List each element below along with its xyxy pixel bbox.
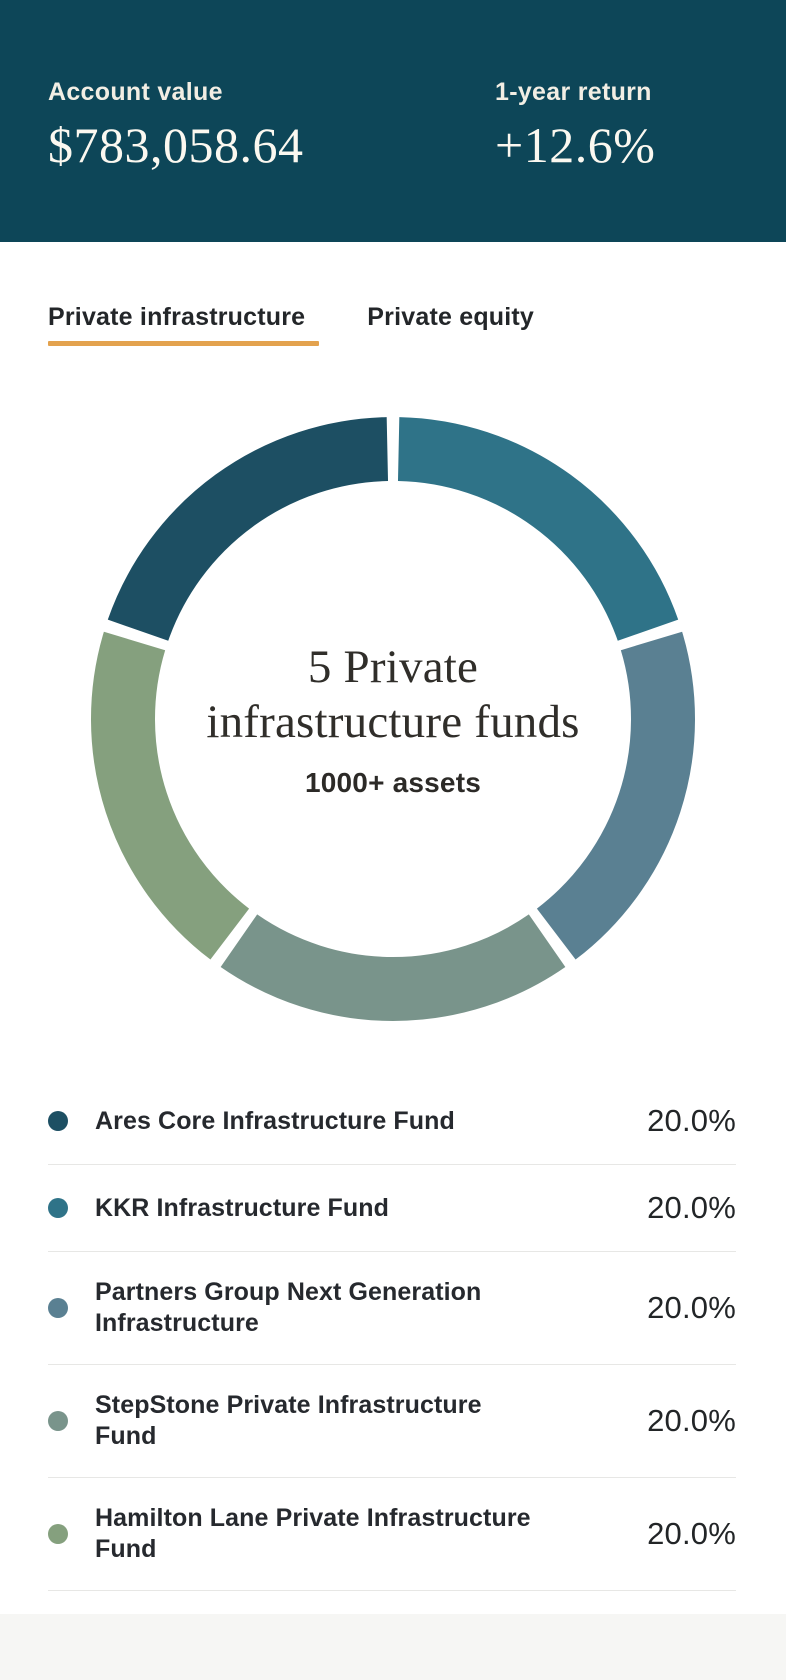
inactive-tab-underline bbox=[367, 341, 548, 346]
fund-allocation-percent: 20.0% bbox=[647, 1190, 736, 1225]
allocation-donut-chart bbox=[83, 409, 703, 1029]
tab-private-equity[interactable]: Private equity bbox=[367, 300, 534, 346]
donut-chart-svg bbox=[91, 417, 695, 1021]
fund-color-dot bbox=[48, 1298, 68, 1318]
one-year-return-value: +12.6% bbox=[495, 117, 656, 173]
active-tab-underline bbox=[48, 341, 320, 346]
fund-allocation-percent: 20.0% bbox=[647, 1290, 736, 1325]
account-value-label: Account value bbox=[48, 78, 223, 106]
fund-name: StepStone Private Infrastructure Fund bbox=[95, 1391, 482, 1450]
donut-segment-0 bbox=[107, 417, 389, 642]
fund-name: Ares Core Infrastructure Fund bbox=[95, 1106, 455, 1135]
asset-class-tabs: Private infrastructure Private equity bbox=[48, 300, 534, 346]
account-summary-header: Account value $783,058.64 1-year return … bbox=[0, 0, 786, 242]
fund-name: KKR Infrastructure Fund bbox=[95, 1193, 389, 1222]
fund-row-3[interactable]: StepStone Private Infrastructure Fund 20.… bbox=[48, 1365, 736, 1478]
fund-row-0[interactable]: Ares Core Infrastructure Fund 20.0% bbox=[48, 1078, 736, 1165]
fund-color-dot bbox=[48, 1198, 68, 1218]
bottom-sheet-area bbox=[0, 1614, 786, 1680]
fund-name: Partners Group Next Generation Infrastru… bbox=[95, 1278, 482, 1337]
fund-allocation-percent: 20.0% bbox=[647, 1516, 736, 1551]
account-value-block: Account value $783,058.64 bbox=[48, 76, 304, 173]
donut-segment-4 bbox=[91, 631, 250, 960]
fund-color-dot bbox=[48, 1411, 68, 1431]
fund-allocation-percent: 20.0% bbox=[647, 1103, 736, 1138]
donut-segment-1 bbox=[397, 417, 679, 642]
fund-row-4[interactable]: Hamilton Lane Private Infrastructure Fun… bbox=[48, 1478, 736, 1591]
fund-color-dot bbox=[48, 1111, 68, 1131]
tab-private-equity-label: Private equity bbox=[367, 303, 535, 331]
account-value: $783,058.64 bbox=[48, 117, 304, 173]
one-year-return-label: 1-year return bbox=[495, 78, 652, 106]
fund-name: Hamilton Lane Private Infrastructure Fun… bbox=[95, 1504, 531, 1563]
tab-private-infrastructure[interactable]: Private infrastructure bbox=[48, 300, 320, 346]
one-year-return-block: 1-year return +12.6% bbox=[495, 76, 655, 173]
tab-private-infrastructure-label: Private infrastructure bbox=[48, 303, 306, 331]
donut-segment-3 bbox=[220, 914, 566, 1021]
fund-color-dot bbox=[48, 1524, 68, 1544]
fund-allocation-percent: 20.0% bbox=[647, 1403, 736, 1438]
fund-row-2[interactable]: Partners Group Next Generation Infrastru… bbox=[48, 1252, 736, 1365]
donut-segment-2 bbox=[536, 631, 695, 960]
fund-row-1[interactable]: KKR Infrastructure Fund 20.0% bbox=[48, 1165, 736, 1252]
fund-legend-list: Ares Core Infrastructure Fund 20.0% KKR In… bbox=[48, 1078, 736, 1591]
